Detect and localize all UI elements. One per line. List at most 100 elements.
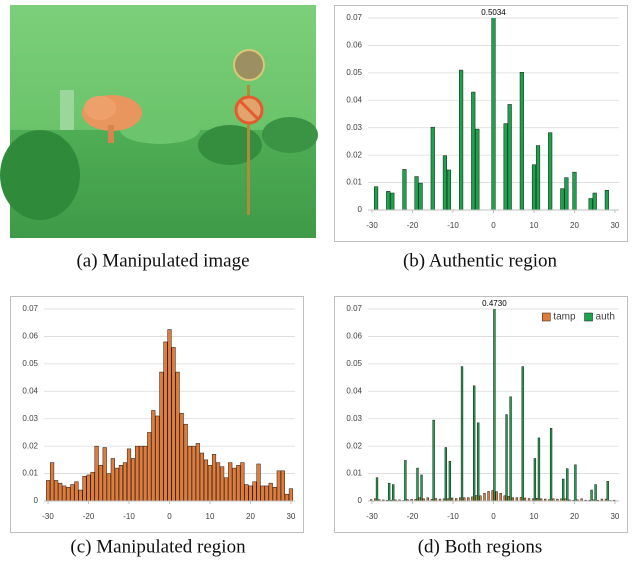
bar [54, 480, 58, 501]
bar [417, 468, 419, 501]
chart-caption: (d) Both regions [418, 536, 543, 557]
bar [433, 420, 435, 501]
bar [480, 496, 482, 501]
bar [75, 482, 79, 501]
bar [595, 485, 597, 501]
y-tick-label: 0.02 [346, 150, 362, 159]
x-tick-label: -10 [447, 512, 459, 521]
bar [536, 146, 540, 210]
y-tick-label: 0.04 [22, 386, 38, 395]
bar [473, 386, 475, 501]
bar [593, 193, 597, 210]
x-tick-label: -20 [407, 512, 419, 521]
bar [574, 465, 576, 501]
bar [607, 481, 609, 501]
image-bush [198, 125, 262, 165]
bar [228, 463, 232, 501]
bar [471, 92, 475, 210]
bar [58, 483, 62, 501]
bar [390, 193, 394, 210]
x-tick-label: -10 [123, 512, 135, 521]
x-tick-label: 20 [246, 512, 255, 521]
bar [449, 461, 451, 501]
bar [561, 189, 565, 210]
bar [241, 463, 245, 501]
bar [192, 446, 196, 501]
bar [447, 170, 451, 210]
bar [232, 468, 236, 501]
y-tick-label: 0 [34, 496, 39, 505]
y-tick-label: 0.05 [346, 359, 362, 368]
y-tick-label: 0 [358, 205, 363, 214]
bar [95, 446, 99, 501]
bar [386, 191, 390, 210]
manipulated-image [0, 5, 318, 238]
y-tick-label: 0.06 [346, 332, 362, 341]
bar [421, 475, 423, 501]
bar [415, 177, 419, 210]
bar [404, 460, 406, 501]
bar [180, 413, 184, 501]
x-tick-label: -30 [366, 512, 378, 521]
x-tick-label: -30 [366, 221, 378, 230]
x-tick-label: 30 [610, 221, 619, 230]
bar [508, 104, 512, 210]
y-tick-label: 0.02 [346, 441, 362, 450]
bar [237, 465, 241, 501]
bar [520, 497, 522, 501]
y-tick-label: 0.07 [346, 304, 362, 313]
bar [188, 446, 192, 501]
image-tampered-tree [84, 96, 116, 120]
bar [87, 475, 91, 501]
bar [492, 0, 496, 210]
y-tick-label: 0.05 [346, 68, 362, 77]
bar [285, 494, 289, 501]
bar [99, 465, 103, 501]
bar [119, 465, 123, 501]
legend-label: tamp [553, 312, 576, 323]
bar [115, 468, 119, 501]
legend-swatch [585, 313, 593, 321]
x-tick-label: 30 [610, 512, 619, 521]
bar [506, 415, 508, 501]
bar [127, 449, 131, 501]
bar [131, 458, 135, 501]
bar [196, 443, 200, 501]
bar [135, 446, 139, 501]
bar [261, 486, 265, 501]
bar [477, 423, 479, 501]
bar [107, 474, 111, 501]
bar [605, 190, 609, 210]
bar [573, 172, 577, 210]
y-tick-label: 0.05 [22, 359, 38, 368]
bar [376, 478, 378, 501]
value-label: 0.5034 [481, 8, 506, 17]
bar [550, 428, 552, 501]
bar [62, 486, 66, 501]
chart-caption: (b) Authentic region [403, 250, 558, 271]
bar [277, 471, 281, 501]
bar [281, 471, 285, 501]
bar [79, 490, 83, 501]
figure: (a) Manipulated image 00.010.020.030.040… [0, 0, 637, 563]
bar [204, 460, 208, 501]
bar [184, 424, 188, 501]
y-tick-label: 0 [358, 496, 363, 505]
bar [257, 464, 261, 501]
bar [510, 397, 512, 501]
bar [245, 485, 249, 501]
bar [591, 490, 593, 501]
y-tick-label: 0.07 [346, 13, 362, 22]
chart: 00.010.020.030.040.050.060.07-30-20-1001… [11, 297, 304, 533]
bar [562, 479, 564, 501]
bar [388, 483, 390, 501]
bar [496, 492, 498, 501]
y-tick-label: 0.06 [346, 41, 362, 50]
legend-label: auth [596, 312, 615, 323]
bar [139, 446, 143, 501]
bar [265, 486, 269, 501]
bar [538, 438, 540, 501]
bar [50, 463, 54, 501]
x-tick-label: 0 [167, 512, 172, 521]
y-tick-label: 0.01 [346, 469, 362, 478]
